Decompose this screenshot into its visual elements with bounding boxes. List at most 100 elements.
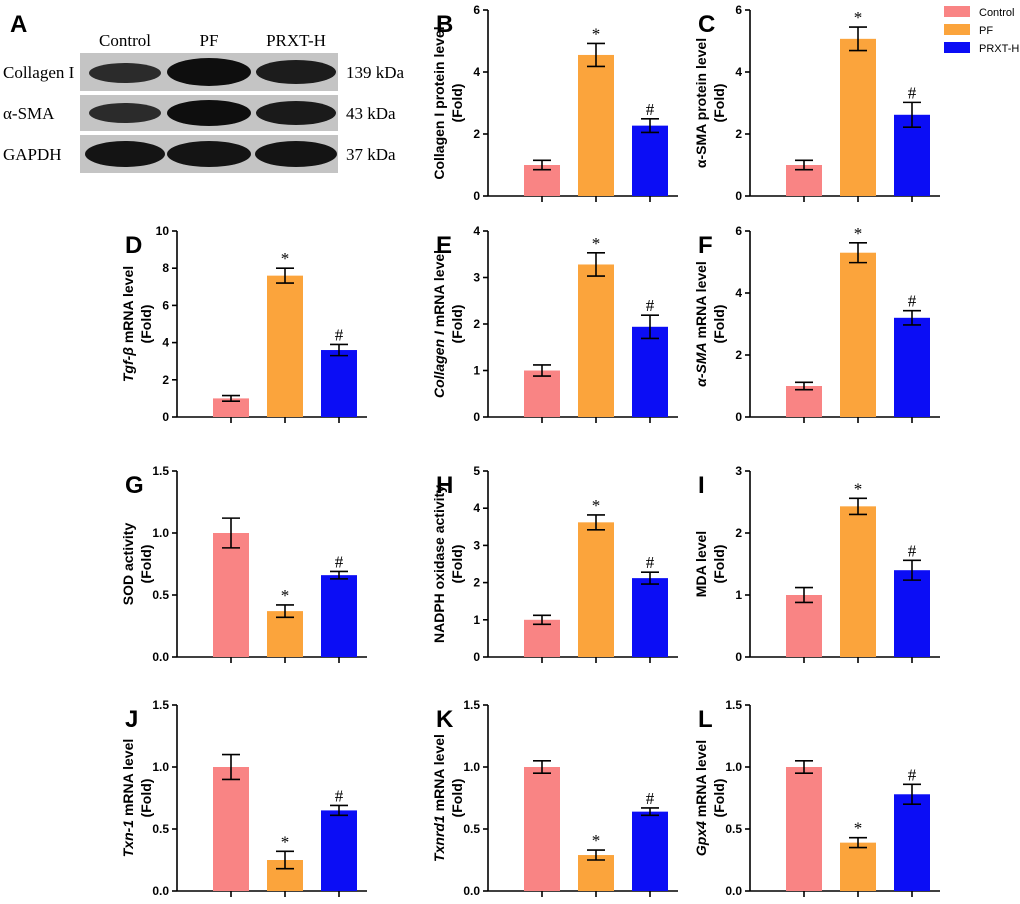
y-tick-label: 0 bbox=[735, 650, 742, 664]
bar-pf bbox=[840, 506, 876, 657]
band bbox=[255, 141, 337, 167]
lane-label-prxt-h: PRXT-H bbox=[266, 31, 326, 50]
y-tick-label: 2 bbox=[162, 373, 169, 387]
bar-control bbox=[213, 767, 249, 891]
y-axis-label: α-SMA protein level bbox=[693, 38, 709, 168]
chart-panel-L: L 0.0 0.5 1.0 1.5 * # Gpx4 mRNA level (Fold) bbox=[693, 698, 940, 898]
bar-pf bbox=[267, 275, 303, 417]
y-tick-label: 1 bbox=[473, 364, 480, 378]
bar-prxt-h bbox=[894, 114, 930, 196]
bar-prxt-h bbox=[894, 570, 930, 657]
y-axis-label-unit: (Fold) bbox=[449, 84, 465, 123]
blot-row-gapdh: GAPDH 37 kDa bbox=[3, 135, 396, 173]
y-axis-label-unit: (Fold) bbox=[711, 305, 727, 344]
y-tick-label: 6 bbox=[162, 298, 169, 312]
y-axis-label-gene: Txnrd1 bbox=[431, 815, 447, 862]
significance-star: * bbox=[592, 234, 601, 253]
y-tick-label: 0 bbox=[473, 650, 480, 664]
y-tick-label: 4 bbox=[735, 65, 742, 79]
chart-panel-G: G 0.0 0.5 1.0 1.5 * # SOD activity (Fold) bbox=[120, 464, 367, 664]
legend-label: Control bbox=[979, 7, 1014, 19]
bar-pf bbox=[578, 54, 614, 197]
y-tick-label: 0.0 bbox=[152, 884, 169, 898]
y-axis-label-text: mRNA level bbox=[431, 250, 447, 331]
chart-panel-F: F 0 2 4 6 * # α-SMA mRNA level (Fold) bbox=[693, 224, 940, 424]
significance-hash: # bbox=[646, 100, 655, 119]
y-tick-label: 4 bbox=[473, 65, 480, 79]
panel-letter: B bbox=[436, 11, 453, 38]
y-tick-label: 2 bbox=[473, 576, 480, 590]
significance-hash: # bbox=[646, 553, 655, 572]
y-tick-label: 1.0 bbox=[463, 760, 480, 774]
y-axis-label-gene: α-SMA bbox=[693, 342, 709, 386]
y-axis-label-unit: (Fold) bbox=[449, 545, 465, 584]
chart-panel-E: E 0 1 2 3 4 * # Collagen I mRNA level (Fold) bbox=[431, 224, 678, 424]
y-axis-label-text: mRNA level bbox=[120, 266, 136, 347]
band bbox=[167, 100, 251, 126]
y-tick-label: 0 bbox=[473, 410, 480, 424]
blot-label: α-SMA bbox=[3, 104, 55, 123]
y-axis-label-unit: (Fold) bbox=[138, 779, 154, 818]
panel-letter: J bbox=[125, 706, 138, 733]
y-tick-label: 6 bbox=[473, 3, 480, 17]
bar-prxt-h bbox=[321, 575, 357, 657]
y-tick-label: 2 bbox=[735, 127, 742, 141]
bar-prxt-h bbox=[321, 350, 357, 417]
y-tick-label: 1.0 bbox=[152, 526, 169, 540]
panel-letter: D bbox=[125, 232, 142, 259]
y-axis-label: Txn-1 mRNA level bbox=[120, 739, 136, 858]
legend-swatch bbox=[944, 42, 970, 53]
y-tick-label: 5 bbox=[473, 464, 480, 478]
bar-control bbox=[786, 595, 822, 657]
significance-hash: # bbox=[646, 296, 655, 315]
bar-pf bbox=[840, 252, 876, 417]
bar-pf bbox=[578, 855, 614, 891]
y-axis-label-text: mRNA level bbox=[693, 740, 709, 821]
y-tick-label: 0.5 bbox=[725, 822, 742, 836]
bar-control bbox=[786, 767, 822, 891]
y-tick-label: 0 bbox=[735, 410, 742, 424]
y-axis-label: Tgf-β mRNA level bbox=[120, 266, 136, 382]
y-tick-label: 3 bbox=[473, 538, 480, 552]
chart-panel-B: B 0 2 4 6 * # Collagen I protein level (Fold) bbox=[431, 3, 678, 203]
blot-kda: 43 kDa bbox=[346, 104, 396, 123]
bar-prxt-h bbox=[632, 125, 668, 196]
y-tick-label: 1 bbox=[473, 613, 480, 627]
panel-letter: L bbox=[698, 706, 713, 733]
panel-letter: C bbox=[698, 11, 715, 38]
bar-control bbox=[524, 370, 560, 417]
significance-star: * bbox=[281, 832, 290, 851]
band bbox=[167, 141, 251, 167]
bar-prxt-h bbox=[632, 326, 668, 417]
y-axis-label-gene: Txn-1 bbox=[120, 820, 136, 858]
y-tick-label: 1.5 bbox=[152, 698, 169, 712]
significance-hash: # bbox=[335, 786, 344, 805]
significance-hash: # bbox=[908, 765, 917, 784]
legend-label: PF bbox=[979, 25, 993, 37]
bar-prxt-h bbox=[632, 811, 668, 891]
blot-row-alpha-sma: α-SMA 43 kDa bbox=[3, 95, 396, 131]
legend-swatch bbox=[944, 6, 970, 17]
y-tick-label: 1.0 bbox=[725, 760, 742, 774]
panel-letter: I bbox=[698, 472, 705, 499]
blot-label: Collagen I bbox=[3, 63, 75, 82]
western-blot-panel: A Control PF PRXT-H Collagen I 139 kDa α… bbox=[3, 11, 405, 173]
bar-pf bbox=[578, 264, 614, 417]
significance-star: * bbox=[854, 8, 863, 27]
blot-label: GAPDH bbox=[3, 145, 62, 164]
y-tick-label: 8 bbox=[162, 261, 169, 275]
y-axis-label-gene: Gpx4 bbox=[693, 821, 709, 856]
band bbox=[89, 63, 161, 83]
y-tick-label: 0 bbox=[735, 189, 742, 203]
significance-hash: # bbox=[335, 325, 344, 344]
bar-pf bbox=[578, 522, 614, 657]
y-tick-label: 1 bbox=[735, 588, 742, 602]
significance-star: * bbox=[281, 586, 290, 605]
bar-prxt-h bbox=[894, 317, 930, 417]
y-axis-label: Collagen I mRNA level bbox=[431, 250, 447, 398]
chart-panel-I: I 0 1 2 3 * # MDA level (Fold) bbox=[693, 464, 940, 664]
panel-letter: F bbox=[698, 232, 713, 259]
bar-prxt-h bbox=[632, 578, 668, 657]
chart-panel-C: C 0 2 4 6 * # α-SMA protein level (Fold) bbox=[693, 3, 940, 203]
